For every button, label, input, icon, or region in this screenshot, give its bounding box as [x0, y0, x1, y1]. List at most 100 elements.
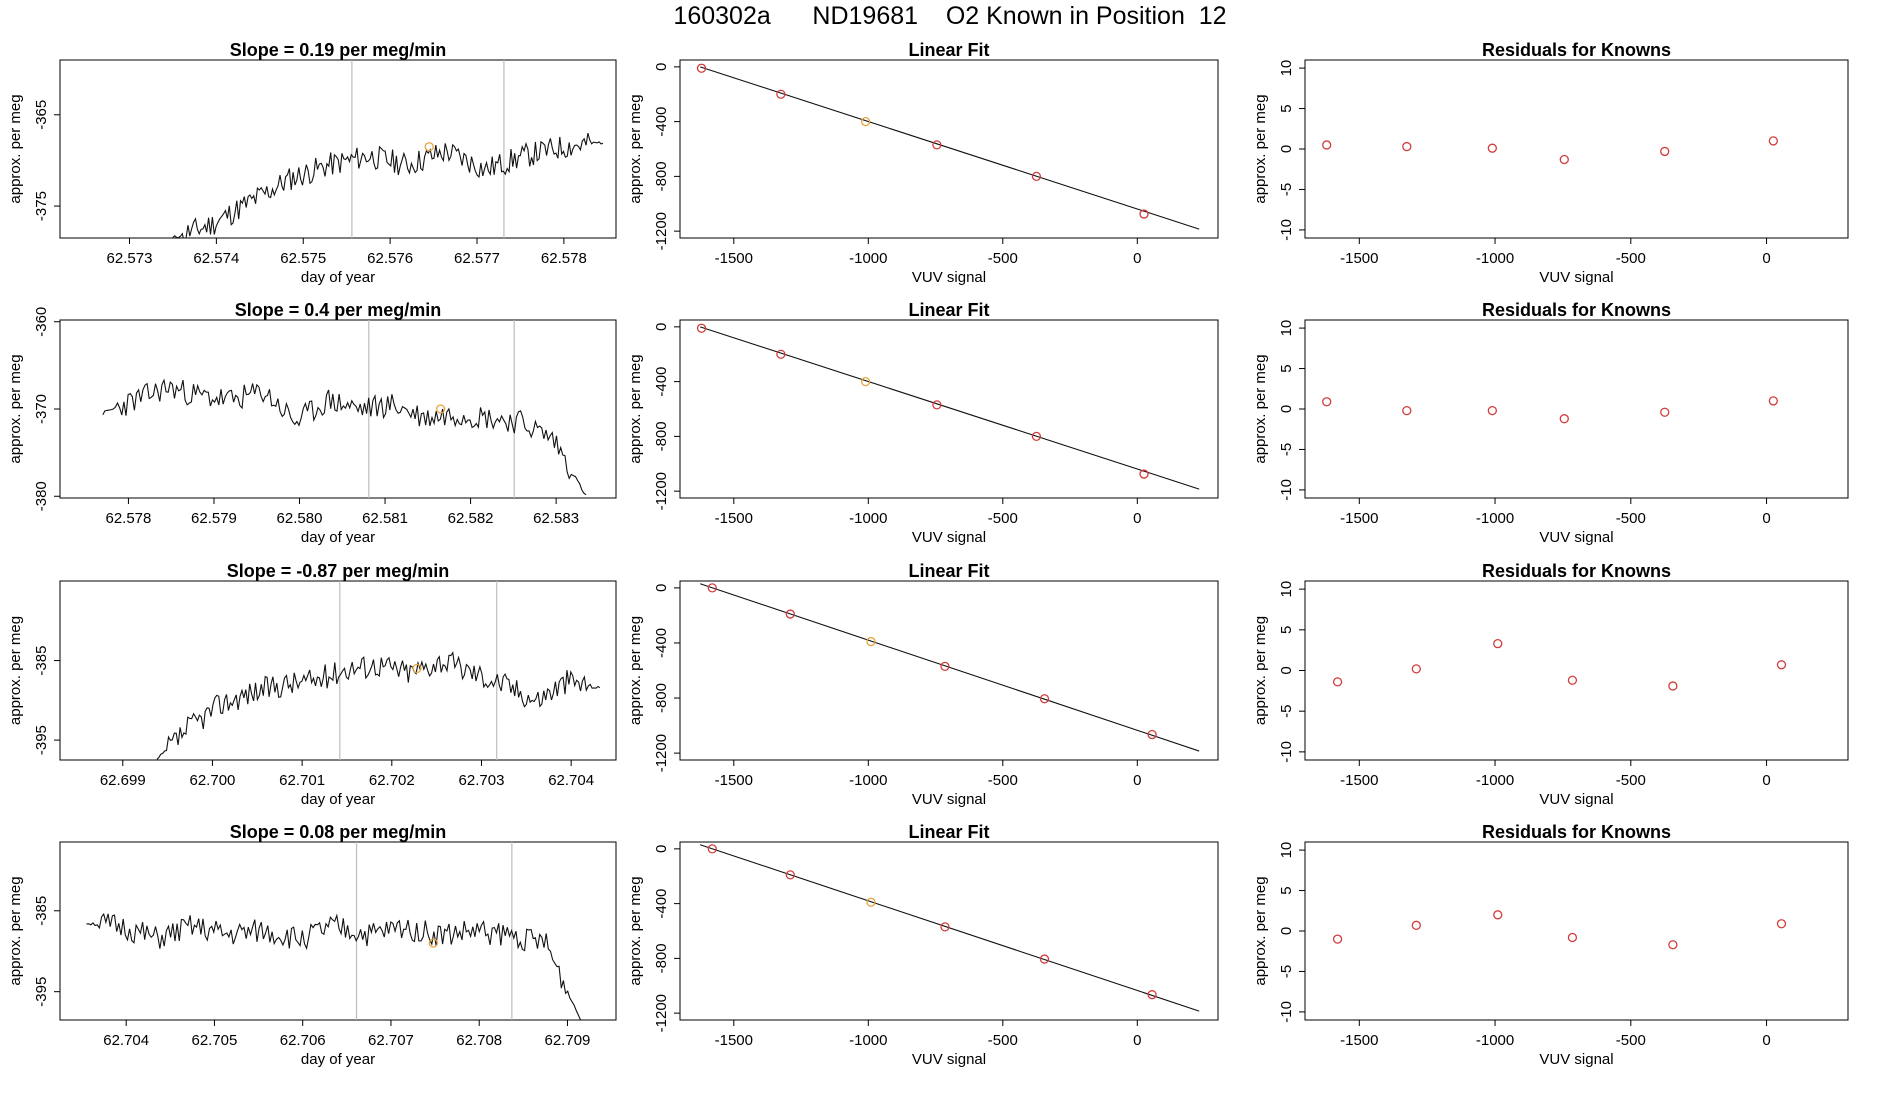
plot-area — [700, 844, 1200, 1012]
data-point — [1768, 396, 1778, 406]
x-tick-label: 0 — [1133, 510, 1141, 527]
y-tick-label: -400 — [653, 367, 670, 397]
plot-frame — [679, 580, 1219, 761]
chart-panel: Linear Fit -1500 -1000 -500 0 VUV signal 0 -400… — [627, 822, 1219, 1068]
chart-panel: Residuals for Knowns -1500 -1000 -500 0 VUV s… — [1252, 40, 1849, 286]
data-point — [1411, 920, 1421, 930]
y-tick-label: 10 — [1278, 842, 1295, 859]
x-tick-label: 0 — [1762, 772, 1770, 789]
data-point — [1487, 405, 1497, 416]
x-tick-label: -1500 — [1340, 772, 1378, 789]
y-tick-label: 5 — [1278, 886, 1295, 894]
data-point — [1039, 694, 1050, 704]
plot-frame — [59, 580, 617, 761]
y-tick-label: -395 — [33, 725, 50, 755]
x-tick-label: -1000 — [1476, 772, 1514, 789]
data-point — [1776, 919, 1787, 929]
x-tick-label: 62.706 — [280, 1032, 326, 1049]
y-tick-label: -5 — [1278, 443, 1295, 456]
x-tick-label: 0 — [1133, 1032, 1141, 1049]
y-tick-label: -10 — [1278, 219, 1295, 241]
data-point — [1402, 141, 1412, 152]
x-tick-label: 62.581 — [362, 510, 408, 527]
data-point — [776, 89, 786, 99]
x-tick-label: 0 — [1762, 1032, 1770, 1049]
data-point — [1322, 140, 1332, 150]
x-tick-label: 62.703 — [459, 772, 505, 789]
y-tick-label: -385 — [33, 646, 50, 676]
chart-title: Linear Fit — [908, 822, 989, 842]
data-point — [696, 323, 707, 333]
page-title: 160302a ND19681 O2 Known in Position 12 — [673, 2, 1227, 30]
x-axis-label: VUV signal — [1539, 1051, 1613, 1068]
y-tick-label: 0 — [1278, 927, 1295, 935]
x-tick-label: 62.583 — [533, 510, 579, 527]
x-axis-label: VUV signal — [912, 791, 986, 808]
x-tick-label: 62.704 — [548, 772, 594, 789]
y-tick-label: -400 — [653, 628, 670, 658]
plot-frame — [59, 319, 617, 499]
y-tick-label: -1200 — [653, 212, 670, 250]
y-tick-label: -400 — [653, 107, 670, 137]
x-tick-label: 62.579 — [191, 510, 237, 527]
x-tick-label: -1000 — [849, 510, 887, 527]
x-tick-label: -500 — [1616, 1032, 1646, 1049]
y-tick-label: 5 — [1278, 104, 1295, 112]
x-tick-label: 62.578 — [541, 250, 587, 267]
x-tick-label: 62.577 — [454, 250, 500, 267]
fit-line — [700, 66, 1200, 230]
plot-frame — [1304, 59, 1849, 239]
plot-area — [696, 323, 1200, 490]
chart-panel: Residuals for Knowns -1500 -1000 -500 0 VUV s… — [1252, 300, 1849, 546]
chart-title: Slope = 0.4 per meg/min — [235, 300, 442, 320]
y-axis-label: approx. per meg — [627, 354, 644, 463]
plot-frame — [1304, 580, 1849, 761]
y-tick-label: -800 — [653, 683, 670, 713]
y-tick-label: -370 — [33, 394, 50, 424]
y-tick-label: -5 — [1278, 183, 1295, 196]
x-tick-label: -500 — [1616, 510, 1646, 527]
chart-title: Linear Fit — [908, 40, 989, 60]
y-axis-label: approx. per meg — [7, 876, 24, 985]
x-tick-label: 62.575 — [280, 250, 326, 267]
x-axis-label: VUV signal — [912, 269, 986, 286]
data-point — [707, 844, 717, 854]
plot-area — [696, 63, 1200, 230]
x-tick-label: -1000 — [849, 1032, 887, 1049]
chart-title: Residuals for Knowns — [1482, 300, 1671, 320]
x-axis-label: VUV signal — [1539, 269, 1613, 286]
data-point — [785, 870, 795, 880]
data-point — [1039, 954, 1050, 964]
x-axis-label: day of year — [301, 269, 375, 286]
y-tick-label: 0 — [653, 584, 670, 592]
y-axis-label: approx. per meg — [7, 94, 24, 203]
data-point — [1768, 136, 1778, 146]
y-tick-label: -385 — [33, 896, 50, 926]
y-tick-label: -10 — [1278, 1001, 1295, 1023]
data-series-line — [86, 912, 582, 1020]
x-tick-label: -1500 — [1340, 250, 1378, 267]
y-tick-label: -1200 — [653, 994, 670, 1032]
x-tick-label: 62.576 — [367, 250, 413, 267]
data-point — [1147, 729, 1157, 740]
plot-frame — [1304, 841, 1849, 1021]
x-axis-label: day of year — [301, 791, 375, 808]
chart-title: Residuals for Knowns — [1482, 40, 1671, 60]
x-tick-label: -500 — [988, 510, 1018, 527]
fit-line — [700, 583, 1200, 752]
y-tick-label: -380 — [33, 481, 50, 511]
chart-panel: Slope = -0.87 per meg/min 62.699 62.700 62.… — [7, 561, 617, 808]
y-tick-label: 5 — [1278, 364, 1295, 372]
y-axis-label: approx. per meg — [7, 354, 24, 463]
x-tick-label: -1500 — [715, 250, 753, 267]
chart-panel: Linear Fit -1500 -1000 -500 0 VUV signal 0 -400… — [627, 561, 1219, 808]
x-axis-label: VUV signal — [912, 529, 986, 546]
data-point — [1031, 171, 1042, 182]
y-tick-label: 10 — [1278, 60, 1295, 77]
y-tick-label: -395 — [33, 977, 50, 1007]
data-series-line — [102, 378, 587, 496]
data-point — [776, 349, 786, 359]
x-tick-label: 62.580 — [277, 510, 323, 527]
data-series-line — [156, 651, 601, 760]
x-tick-label: 62.707 — [368, 1032, 414, 1049]
